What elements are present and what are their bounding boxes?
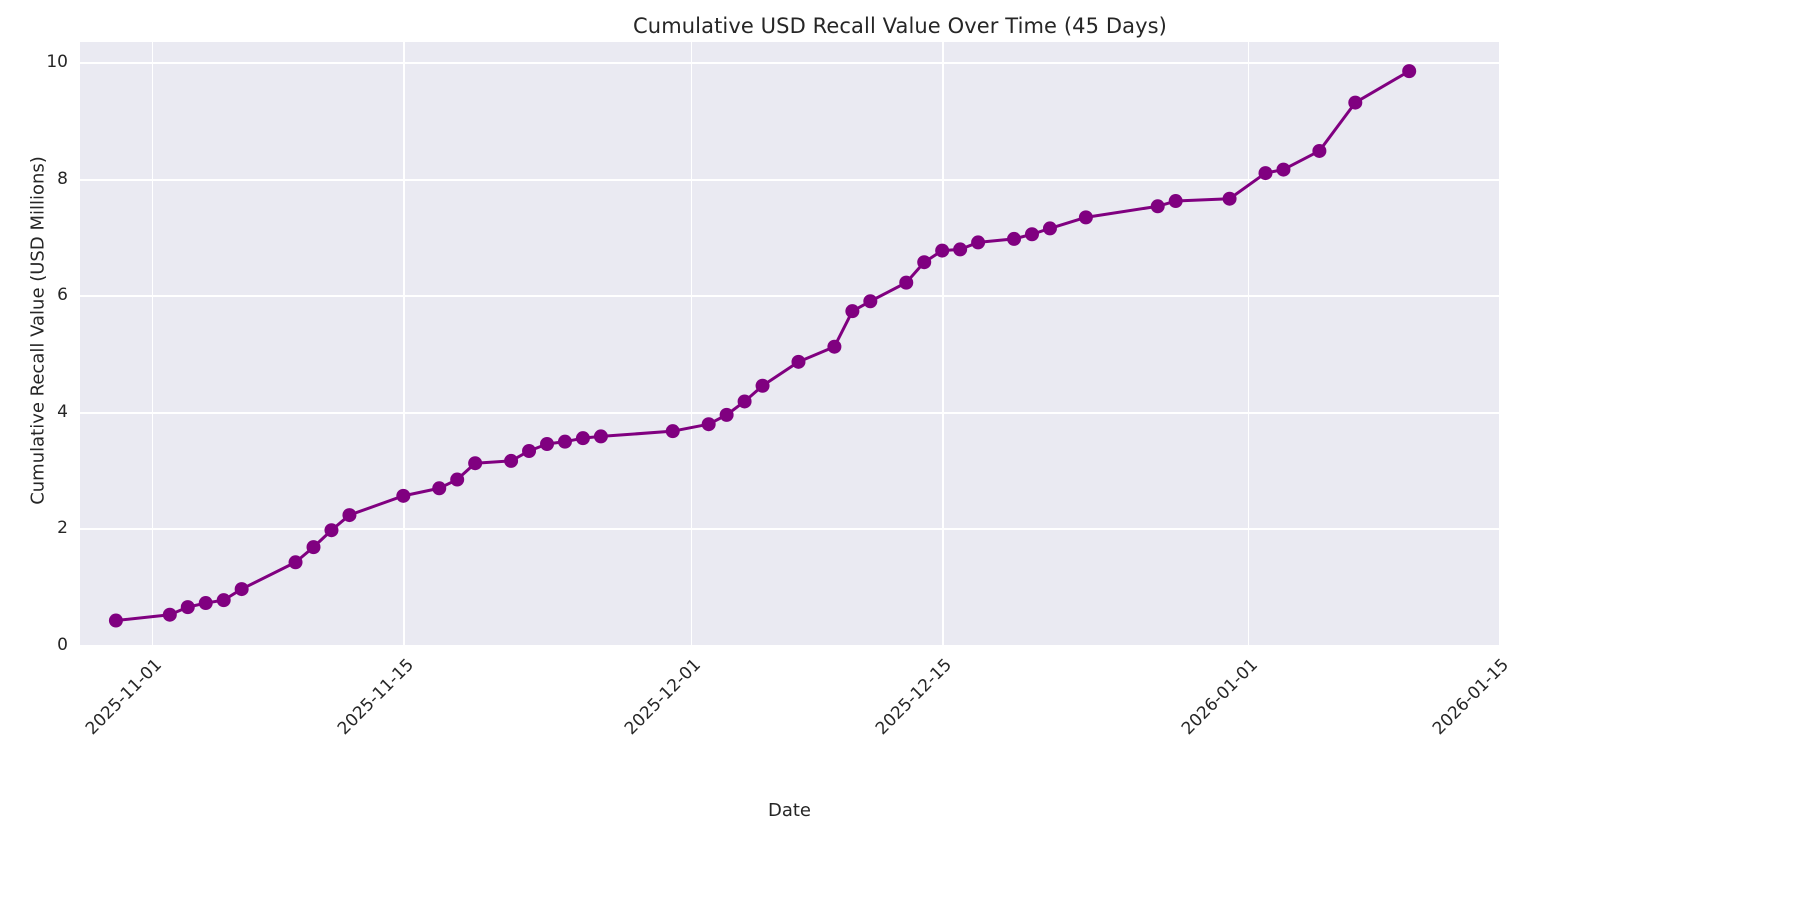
y-tick-label: 10: [46, 52, 68, 73]
data-point-marker: [557, 434, 572, 449]
data-point-marker: [1312, 143, 1327, 158]
series-markers: [108, 64, 1417, 628]
data-point-marker: [180, 600, 195, 615]
gridline-vertical: [942, 42, 944, 645]
gridline-horizontal: [80, 178, 1499, 181]
data-point-marker: [540, 437, 555, 451]
data-point-marker: [216, 593, 231, 608]
y-axis-ticks: 0 2 4 6 8 10: [0, 42, 68, 655]
data-point-marker: [324, 523, 339, 538]
gridline-horizontal: [80, 62, 1499, 64]
data-point-marker: [755, 378, 770, 393]
data-point-marker: [1348, 95, 1363, 110]
y-tick-label: 0: [57, 635, 68, 655]
data-point-marker: [1222, 191, 1237, 206]
x-axis-label: Date: [767, 800, 812, 821]
gridline-vertical: [1247, 42, 1250, 645]
data-point-marker: [108, 613, 123, 628]
plot-area: [80, 42, 1499, 645]
x-tick-label: 2026-01-15: [1429, 655, 1514, 740]
data-point-marker: [1168, 194, 1183, 209]
gridline-vertical: [151, 42, 154, 645]
data-point-marker: [827, 339, 842, 354]
data-point-marker: [1258, 166, 1273, 181]
data-point-marker: [396, 488, 411, 503]
data-point-marker: [917, 255, 932, 270]
gridline-vertical: [403, 42, 405, 645]
line-series: [108, 64, 1417, 628]
data-point-marker: [306, 540, 321, 555]
data-point-marker: [935, 243, 950, 258]
data-point-marker: [1042, 221, 1057, 236]
data-point-marker: [1007, 231, 1022, 246]
gridline-horizontal: [80, 411, 1499, 414]
data-point-marker: [522, 443, 537, 458]
data-point-marker: [953, 242, 968, 257]
y-tick-label: 4: [57, 401, 68, 422]
data-point-marker: [1402, 64, 1417, 79]
x-tick-label: 2025-12-15: [872, 655, 957, 740]
data-point-marker: [575, 431, 590, 446]
data-point-marker: [1150, 199, 1165, 214]
x-tick-label: 2025-12-01: [620, 655, 705, 740]
data-point-marker: [737, 394, 752, 409]
data-point-marker: [899, 275, 914, 290]
data-point-marker: [845, 304, 860, 319]
gridline-horizontal: [80, 295, 1499, 298]
y-tick-label: 6: [57, 285, 68, 306]
data-point-marker: [701, 417, 716, 432]
data-point-marker: [198, 596, 213, 611]
y-tick-label: 8: [57, 168, 68, 189]
data-point-marker: [971, 235, 986, 250]
data-point-marker: [593, 429, 608, 444]
x-tick-label: 2026-01-01: [1177, 655, 1262, 740]
data-point-marker: [791, 354, 806, 369]
data-point-marker: [1024, 227, 1039, 242]
data-point-marker: [468, 456, 483, 471]
x-axis-ticks: 2025-11-01 2025-11-15 2025-12-01 2025-12-15…: [80, 645, 1513, 775]
gridline-horizontal: [80, 528, 1499, 531]
data-point-marker: [432, 481, 447, 496]
chart-title: Cumulative USD Recall Value Over Time (4…: [633, 14, 1167, 38]
data-point-marker: [342, 508, 357, 523]
data-point-marker: [1078, 210, 1093, 225]
data-point-marker: [719, 407, 734, 422]
data-point-marker: [665, 424, 680, 439]
gridline-vertical: [690, 42, 693, 645]
x-tick-label: 2025-11-15: [333, 655, 418, 740]
data-point-marker: [450, 472, 465, 487]
data-point-marker: [863, 294, 878, 309]
x-tick-label: 2025-11-01: [81, 655, 166, 740]
data-point-marker: [1276, 162, 1291, 177]
data-point-marker: [504, 453, 519, 468]
data-point-marker: [288, 555, 303, 570]
data-point-marker: [162, 607, 177, 622]
data-point-marker: [234, 582, 249, 597]
y-tick-label: 2: [57, 518, 68, 539]
series-polyline: [114, 69, 1411, 623]
